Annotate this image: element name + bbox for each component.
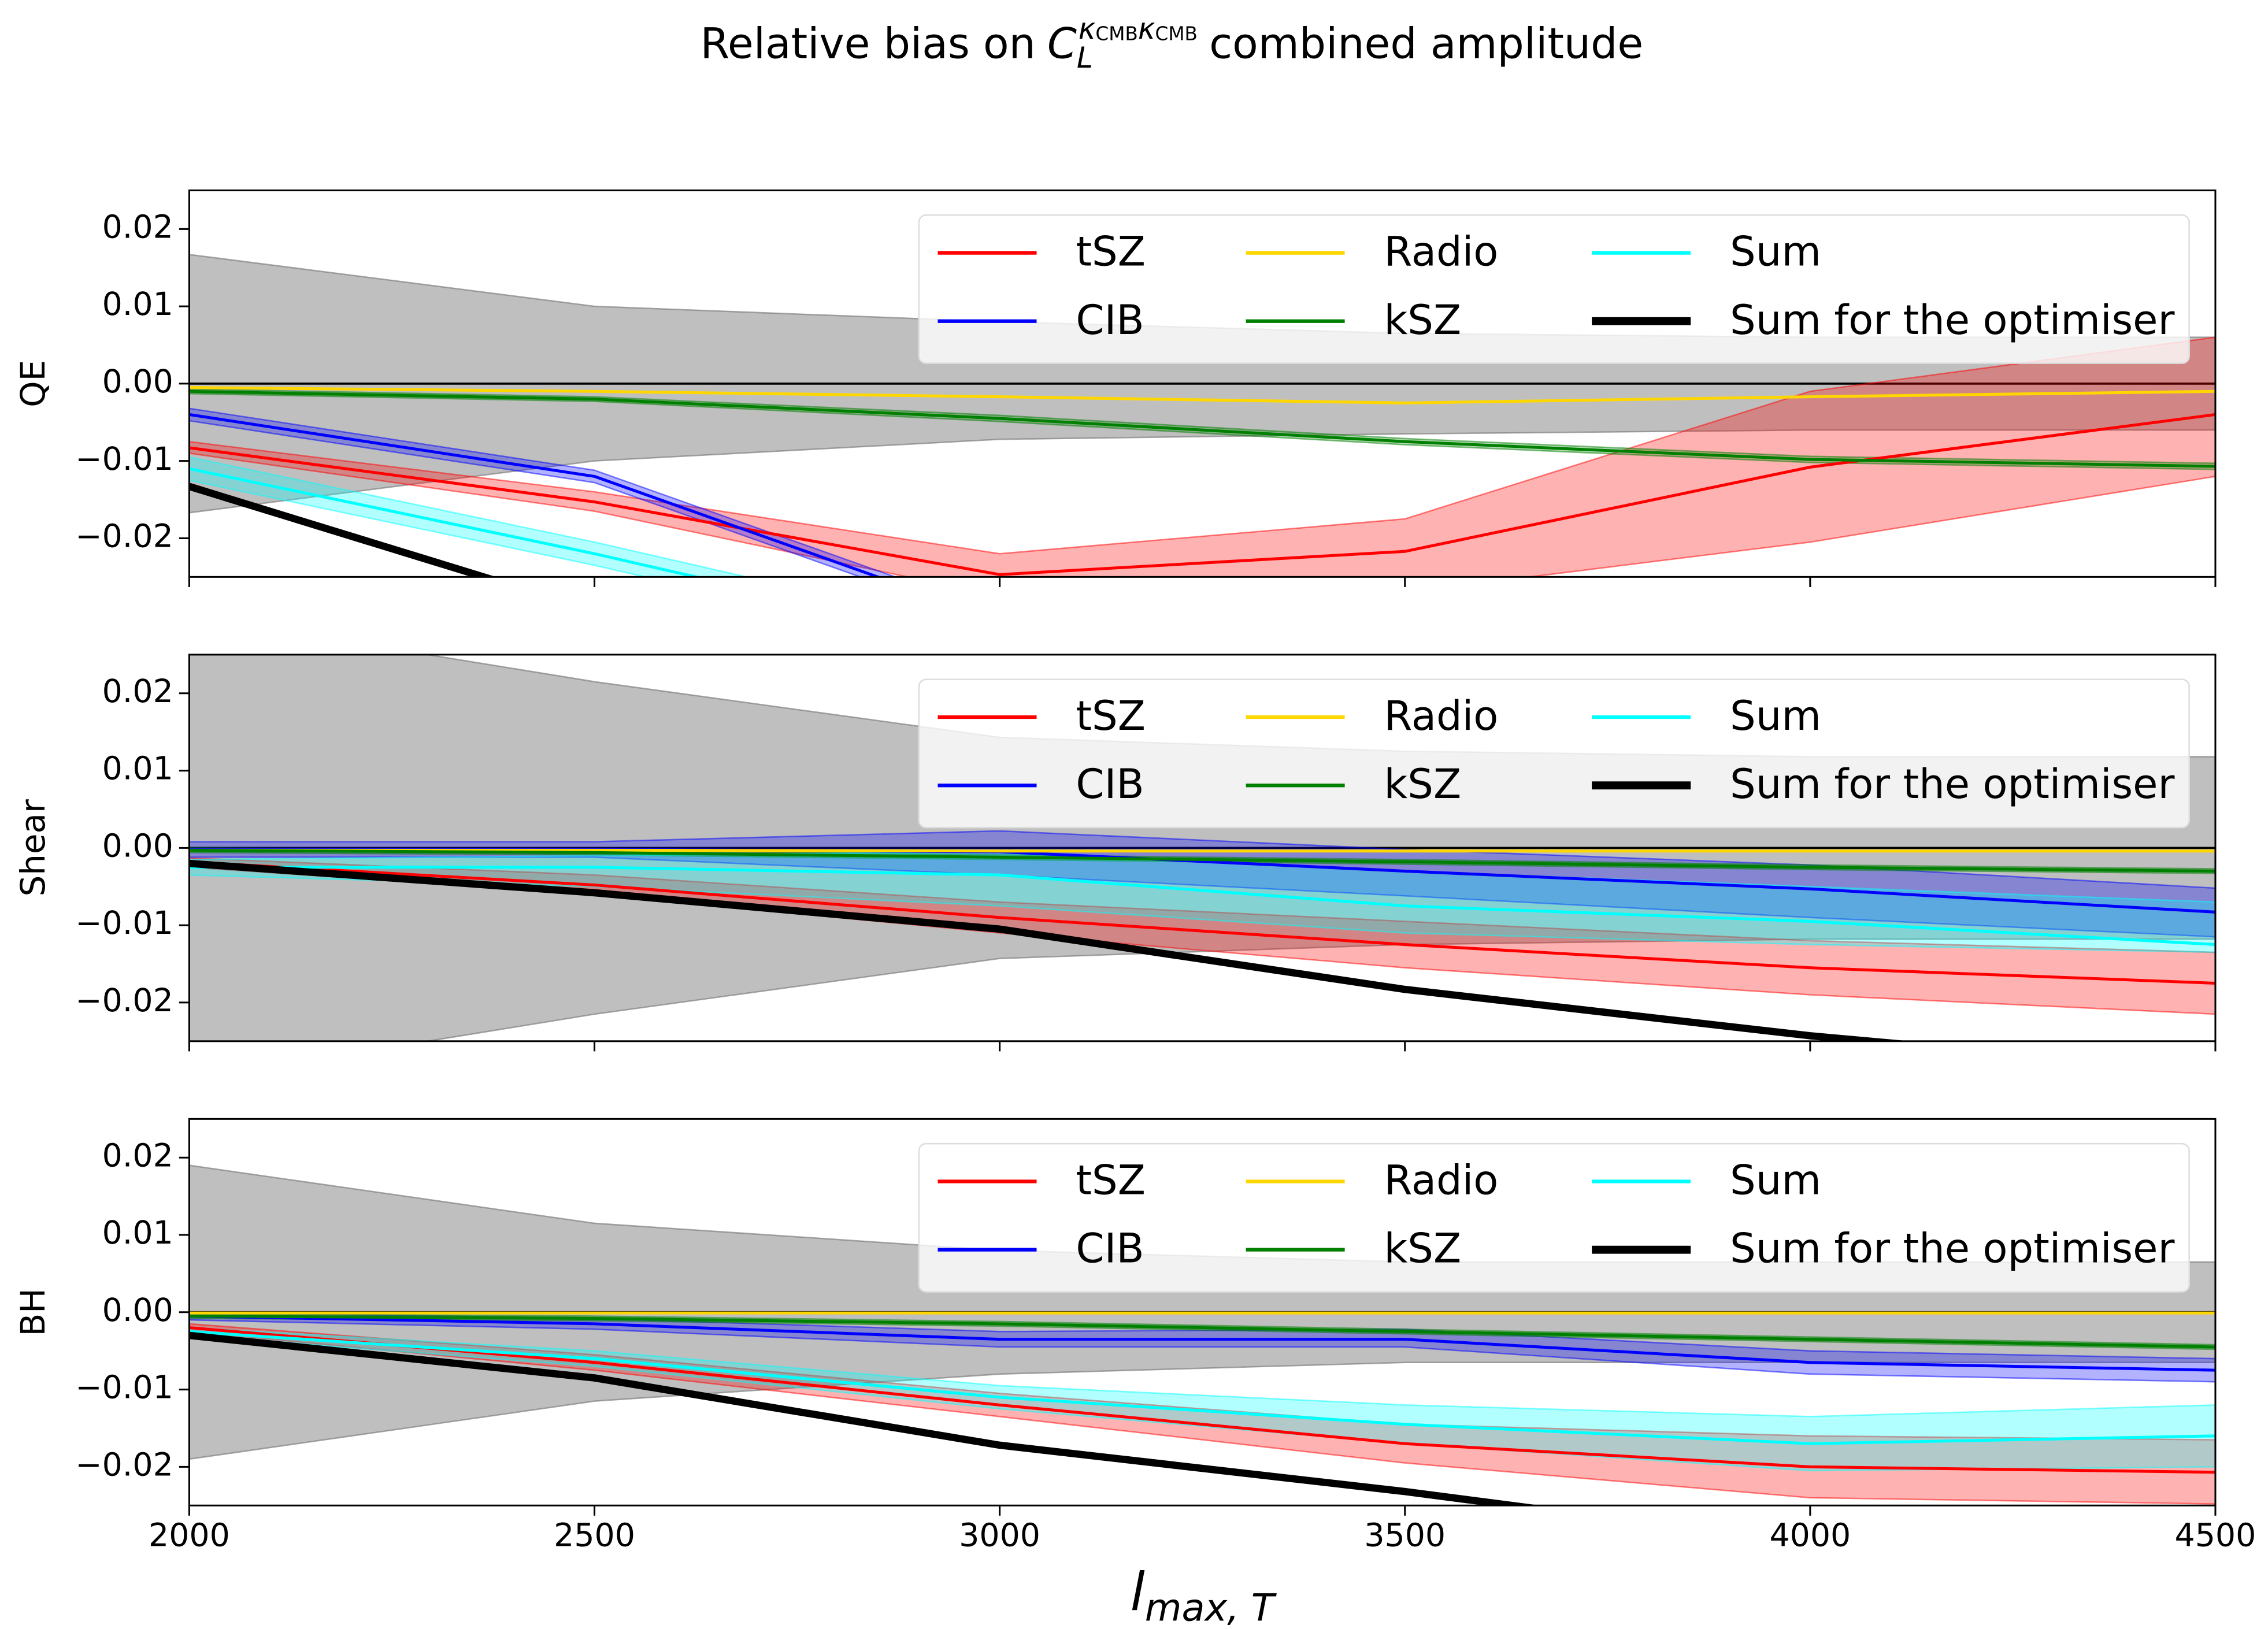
x-tick-label: 2000: [149, 1517, 230, 1554]
y-tick-label: 0.01: [102, 286, 173, 323]
legend-label: kSZ: [1384, 760, 1462, 808]
y-tick-label: −0.01: [75, 441, 173, 478]
legend-box: [918, 214, 2190, 364]
legend: tSZ CIB Radio kSZ Sum Sum for the optimiser: [918, 1142, 2190, 1293]
legend-label: kSZ: [1384, 296, 1462, 344]
title-superscript: CMB: [1155, 23, 1198, 44]
legend-label: Sum: [1730, 228, 1821, 276]
y-axis-label: BH: [13, 1288, 53, 1336]
x-tick-label: 4500: [2175, 1517, 2256, 1554]
series-band: [189, 1327, 2215, 1472]
series-band: [189, 830, 2215, 938]
plot-area: [189, 1164, 2215, 1506]
legend-box: [918, 1142, 2190, 1293]
legend-label: CIB: [1076, 1225, 1144, 1272]
legend-box: [918, 678, 2190, 829]
x-tick-label: 3000: [959, 1517, 1040, 1554]
x-tick-label: 4000: [1769, 1517, 1851, 1554]
legend-label: Radio: [1384, 692, 1499, 740]
series-line: [189, 866, 2215, 947]
legend-label: tSZ: [1076, 692, 1146, 740]
series-line: [189, 389, 2215, 468]
y-tick-label: 0.00: [102, 363, 173, 400]
series-line: [189, 1326, 2215, 1474]
legend-label: Sum for the optimiser: [1730, 1225, 2174, 1272]
y-tick-label: −0.02: [75, 982, 173, 1019]
title-superscript: κ: [1079, 11, 1096, 45]
plot-area: [189, 654, 2215, 1041]
legend: tSZ CIB Radio kSZ Sum Sum for the optimiser: [918, 678, 2190, 829]
series-band: [189, 1311, 2215, 1383]
title-subscript: L: [1077, 40, 1093, 75]
x-label-subscript: max, T: [1145, 1586, 1277, 1629]
legend: tSZ CIB Radio kSZ Sum Sum for the optimiser: [918, 214, 2190, 364]
x-axis-label: lmax, T: [1131, 1562, 1277, 1629]
series-line: [189, 859, 1911, 1041]
series-line: [189, 1314, 2215, 1349]
plot-area: [189, 254, 2215, 577]
y-tick-label: −0.02: [75, 1446, 173, 1483]
y-tick-label: −0.02: [75, 518, 173, 555]
y-tick-label: 0.00: [102, 828, 173, 864]
legend-label: CIB: [1076, 296, 1144, 344]
y-tick-label: 0.02: [102, 673, 173, 710]
legend-label: Radio: [1384, 228, 1499, 276]
title-superscript: κ: [1138, 11, 1155, 45]
series-line: [189, 413, 2215, 576]
y-axis-label: QE: [13, 360, 53, 407]
series-line: [189, 483, 496, 577]
series-line: [189, 467, 703, 577]
series-line: [189, 1330, 2215, 1445]
title-text: combined amplitude: [1209, 19, 1643, 68]
y-tick-label: 0.02: [102, 1137, 173, 1174]
legend-label: tSZ: [1076, 1156, 1146, 1204]
series-band: [189, 456, 750, 577]
y-tick-label: −0.01: [75, 905, 173, 942]
series-line: [189, 413, 883, 577]
y-axis-label: Shear: [13, 799, 53, 896]
y-tick-label: 0.02: [102, 209, 173, 246]
x-label-symbol: l: [1131, 1562, 1145, 1623]
title-superscript: CMB: [1095, 23, 1137, 44]
series-line: [189, 848, 2215, 853]
series-line: [189, 1314, 2215, 1372]
legend-label: tSZ: [1076, 228, 1146, 276]
y-tick-label: 0.01: [102, 751, 173, 788]
legend-label: Sum: [1730, 692, 1821, 740]
y-tick-label: 0.01: [102, 1215, 173, 1252]
series-line: [189, 848, 2215, 873]
legend-label: CIB: [1076, 760, 1144, 808]
legend-label: Sum for the optimiser: [1730, 760, 2174, 808]
series-line: [189, 386, 2215, 405]
legend-label: kSZ: [1384, 1225, 1462, 1272]
series-line: [189, 860, 2215, 985]
y-tick-label: −0.01: [75, 1370, 173, 1407]
legend-label: Sum for the optimiser: [1730, 296, 2174, 344]
y-tick-label: 0.00: [102, 1292, 173, 1329]
x-tick-label: 2500: [554, 1517, 635, 1554]
series-line: [189, 1331, 1541, 1506]
x-tick-label: 3500: [1364, 1517, 1446, 1554]
title-symbol: C: [1047, 19, 1077, 68]
series-band: [189, 336, 2215, 577]
title-text: Relative bias on: [701, 19, 1036, 68]
figure-title: Relative bias on CLκCMBκCMB combined ampli…: [701, 11, 1644, 74]
legend-label: Sum: [1730, 1156, 1821, 1204]
legend-label: Radio: [1384, 1156, 1499, 1204]
